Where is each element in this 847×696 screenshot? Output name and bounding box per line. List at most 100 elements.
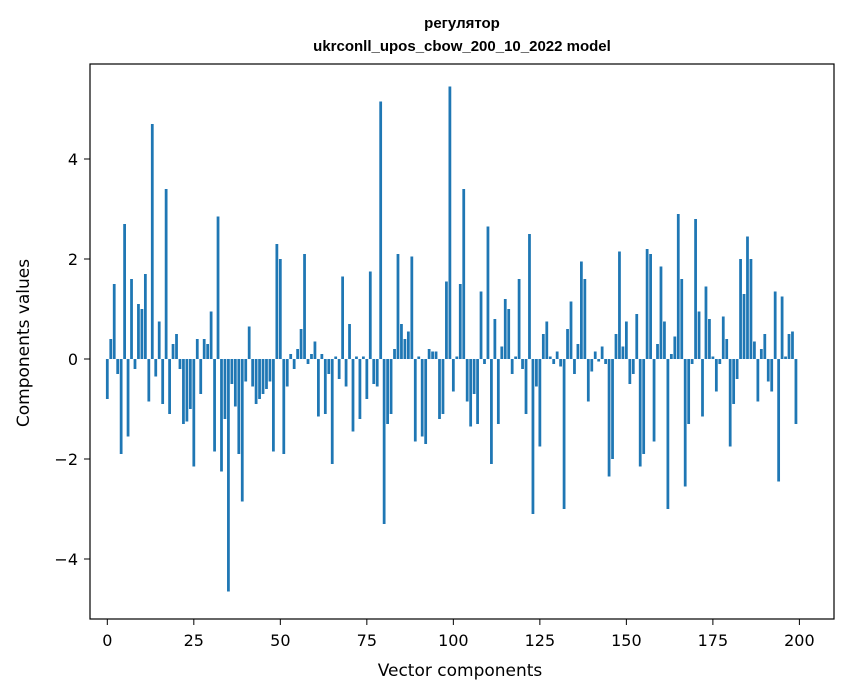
bar-18: [168, 359, 171, 414]
bar-144: [604, 359, 607, 364]
bar-15: [157, 321, 161, 359]
bar-4: [119, 359, 123, 454]
bar-47: [268, 359, 272, 382]
bar-164: [673, 336, 677, 359]
bar-128: [548, 356, 552, 359]
bar-153: [635, 314, 639, 359]
bar-152: [631, 359, 635, 374]
bar-165: [676, 214, 680, 359]
bar-9: [137, 304, 140, 359]
bar-16: [161, 359, 165, 404]
bar-100: [451, 359, 455, 392]
bar-71: [351, 359, 355, 432]
bar-191: [766, 359, 770, 382]
bar-41: [247, 326, 251, 359]
bar-162: [666, 359, 670, 509]
bar-88: [410, 256, 414, 359]
bar-44: [258, 359, 261, 399]
bar-80: [382, 359, 386, 524]
y-tick-label: −4: [54, 550, 78, 569]
bar-77: [372, 359, 376, 384]
bar-107: [476, 359, 479, 424]
bar-125: [538, 359, 542, 447]
bar-166: [680, 279, 684, 359]
bar-81: [386, 359, 389, 424]
bar-85: [400, 324, 403, 359]
y-tick-label: 2: [68, 250, 78, 269]
bar-156: [645, 249, 649, 359]
bar-46: [265, 359, 268, 389]
bar-150: [624, 321, 628, 359]
bar-51: [282, 359, 286, 454]
bar-30: [209, 311, 213, 359]
bar-67: [337, 359, 341, 379]
bar-50: [278, 259, 282, 359]
bar-171: [697, 311, 701, 359]
bar-196: [784, 356, 787, 359]
bar-178: [721, 316, 725, 359]
bar-140: [590, 359, 594, 372]
x-tick-label: 50: [270, 631, 290, 650]
bar-11: [143, 274, 147, 359]
bar-75: [365, 359, 369, 399]
bar-147: [614, 334, 618, 359]
bar-155: [642, 359, 646, 454]
bar-62: [320, 354, 324, 359]
bar-74: [361, 356, 365, 359]
bar-121: [524, 359, 528, 414]
bar-60: [313, 341, 317, 359]
bar-66: [334, 356, 338, 359]
bar-87: [406, 331, 410, 359]
bar-19: [171, 344, 175, 359]
bar-146: [611, 359, 614, 459]
bar-142: [597, 359, 601, 362]
bar-154: [638, 359, 642, 467]
bar-42: [251, 359, 255, 387]
y-axis-ticks: −4 −2 0 2 4: [54, 150, 90, 569]
bar-102: [458, 284, 462, 359]
bar-94: [431, 351, 434, 359]
bar-157: [649, 254, 652, 359]
bar-199: [794, 359, 798, 424]
bar-134: [569, 301, 573, 359]
bar-188: [756, 359, 760, 402]
bar-91: [420, 359, 424, 437]
plot-frame: [89, 63, 835, 620]
bar-109: [483, 359, 486, 364]
bar-27: [199, 359, 203, 394]
bar-61: [317, 359, 320, 417]
bar-174: [708, 319, 711, 359]
bar-26: [195, 339, 199, 359]
bar-135: [573, 359, 576, 374]
bar-12: [147, 359, 151, 402]
bar-86: [403, 339, 407, 359]
bar-113: [496, 359, 500, 424]
bar-70: [348, 324, 351, 359]
bar-10: [140, 309, 144, 359]
bar-111: [490, 359, 493, 464]
bar-198: [791, 331, 794, 359]
x-tick-label: 125: [525, 631, 556, 650]
bar-55: [296, 349, 300, 359]
bar-123: [531, 359, 535, 514]
bar-99: [448, 86, 452, 359]
bar-37: [233, 359, 237, 407]
bar-161: [663, 321, 666, 359]
bar-183: [739, 259, 742, 359]
bar-149: [621, 346, 625, 359]
bar-130: [555, 351, 559, 359]
bar-124: [535, 359, 538, 387]
bar-141: [593, 351, 597, 359]
bar-97: [441, 359, 445, 414]
bar-54: [292, 359, 296, 369]
x-axis-label: Vector components: [378, 661, 543, 681]
bar-115: [503, 299, 507, 359]
bar-176: [714, 359, 718, 392]
bar-185: [746, 236, 749, 359]
bar-93: [427, 349, 431, 359]
bar-83: [393, 349, 396, 359]
bar-120: [521, 359, 524, 369]
y-tick-label: −2: [54, 450, 78, 469]
bar-29: [206, 344, 210, 359]
